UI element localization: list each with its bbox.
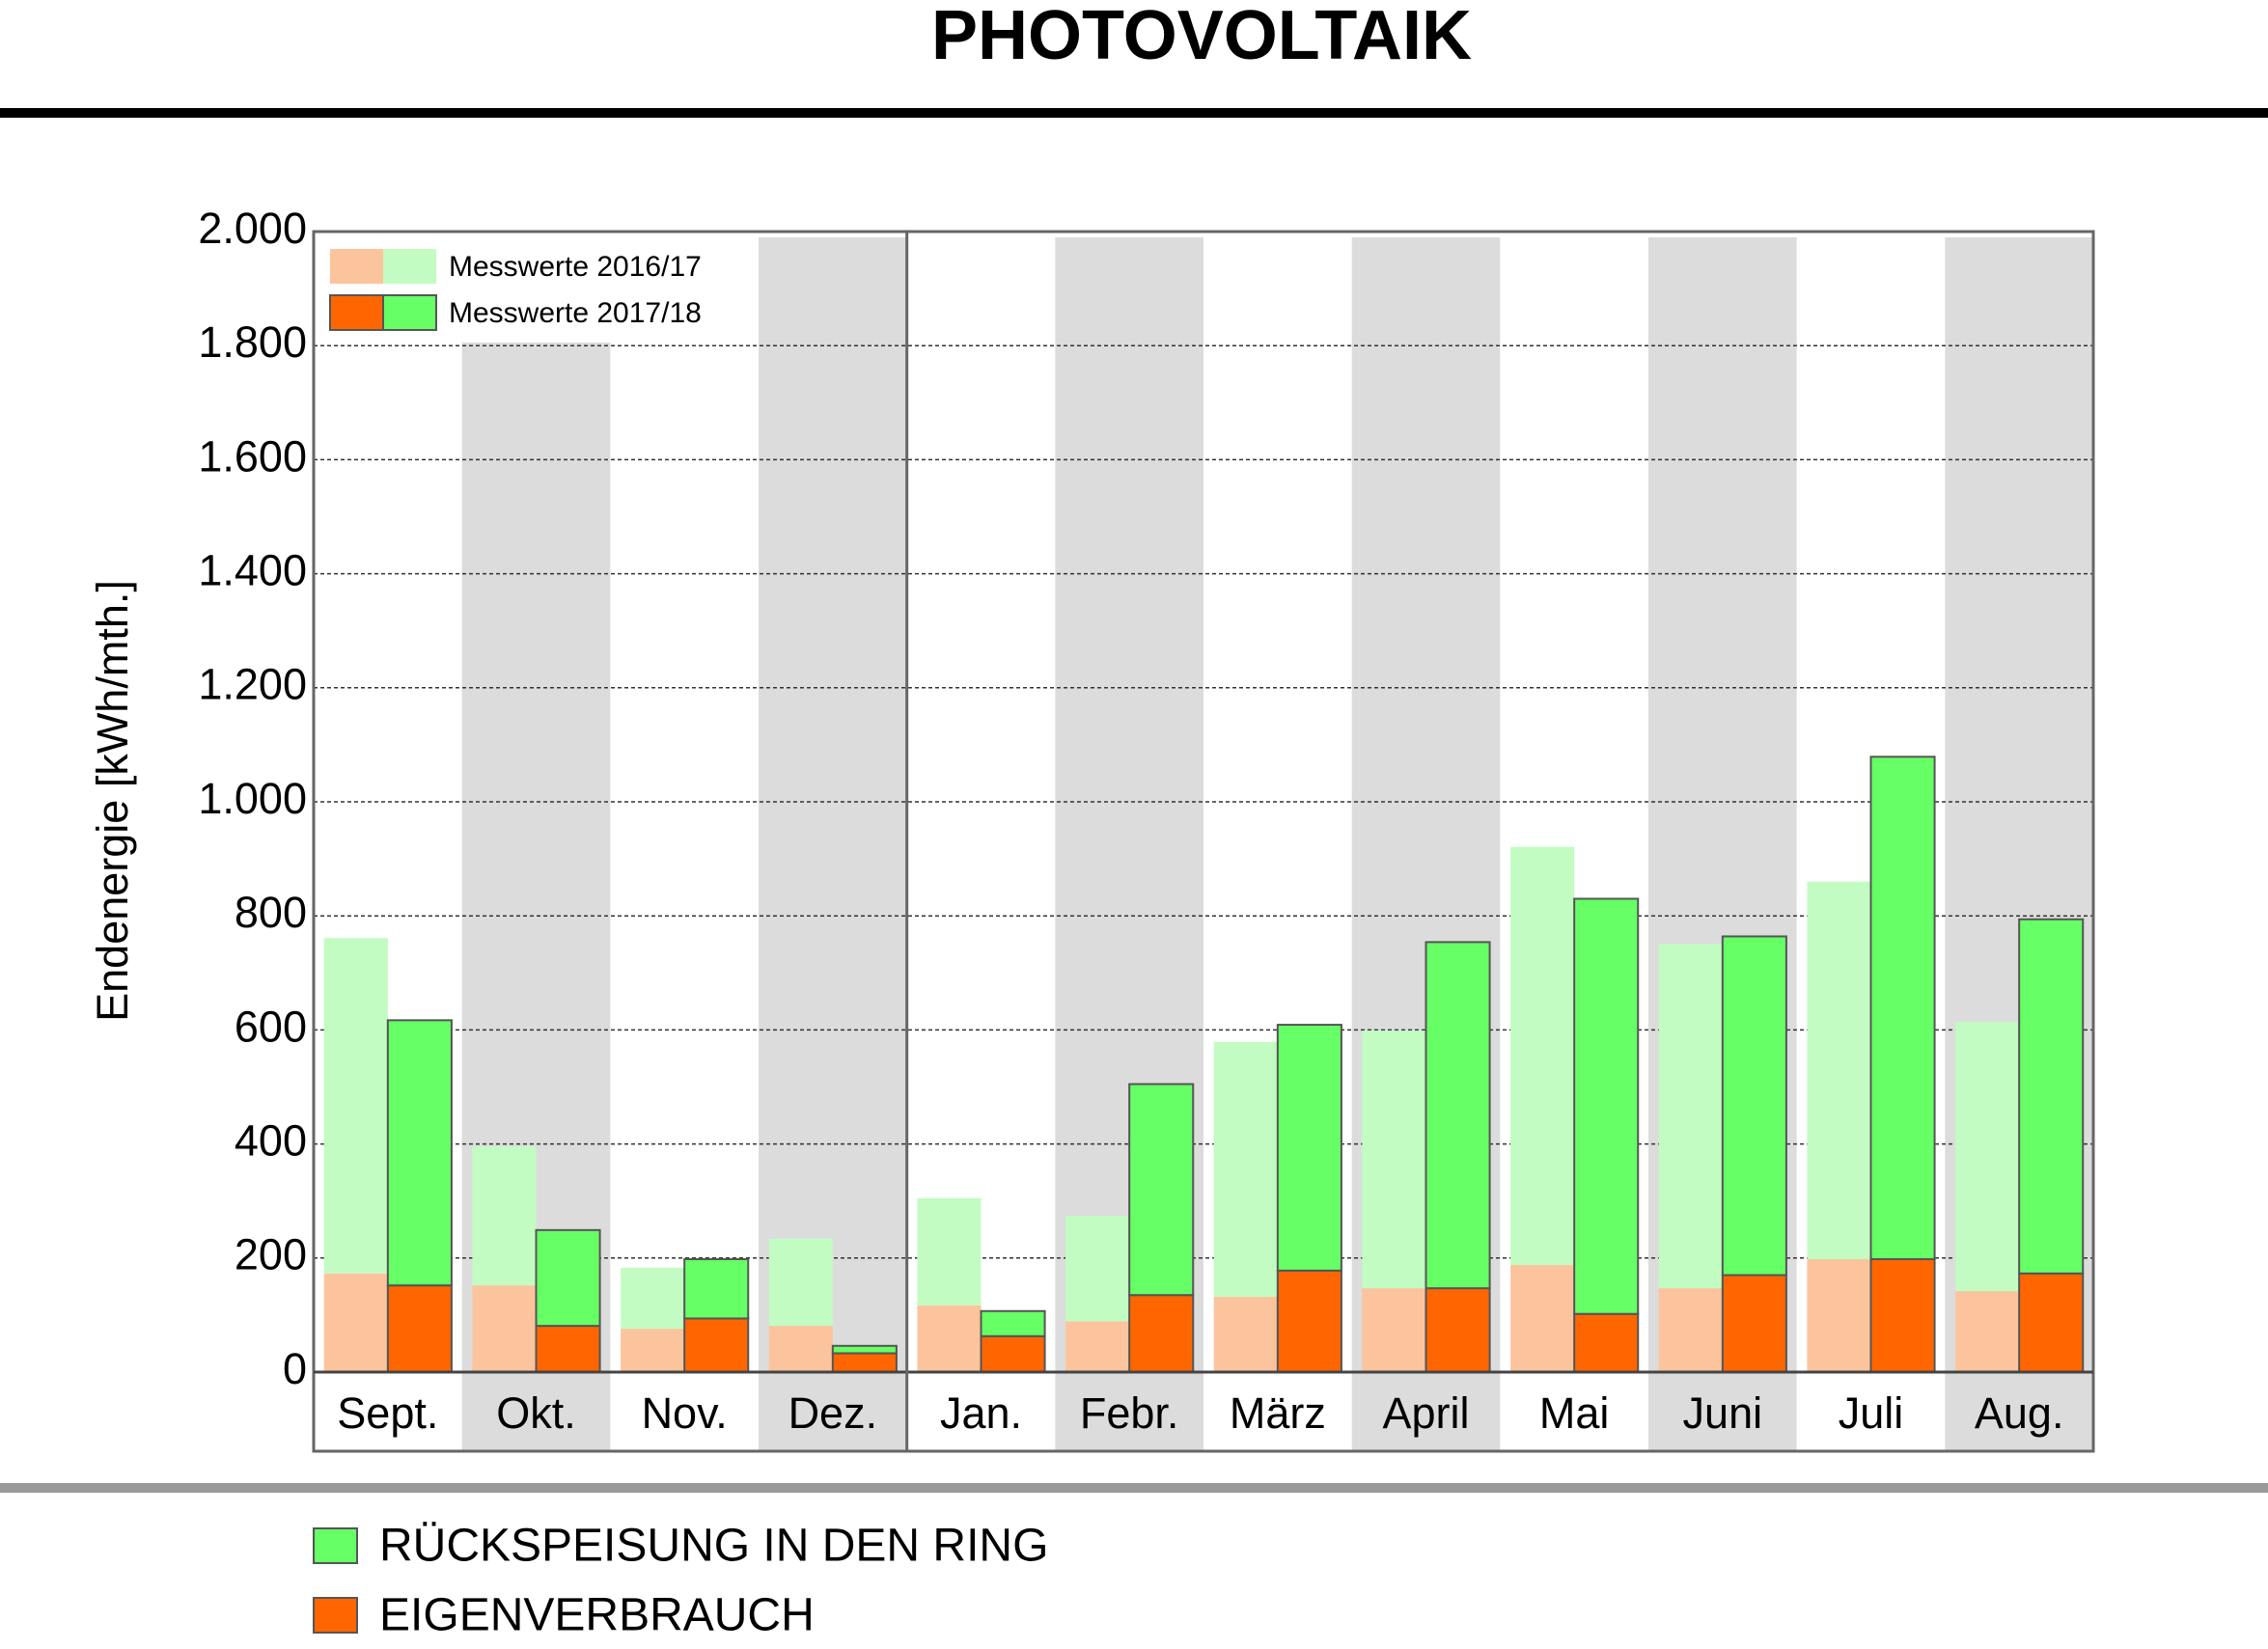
x-tick-label: Sept. [337, 1388, 438, 1438]
y-tick-label: 1.000 [198, 774, 307, 823]
bar-segment [1362, 1288, 1426, 1372]
bar-segment [323, 1273, 388, 1372]
legend-swatch [383, 249, 436, 284]
bar-segment [1276, 1024, 1342, 1272]
bar-segment [1213, 1296, 1278, 1372]
bar-segment [980, 1309, 1046, 1337]
bar-segment [621, 1329, 685, 1372]
footer-rule [0, 1483, 2268, 1493]
x-tick-label: Juni [1683, 1388, 1763, 1438]
bar-segment [1955, 1022, 2020, 1292]
x-tick-label: Jan. [940, 1388, 1022, 1438]
x-tick-label: Mai [1539, 1388, 1610, 1438]
bar-segment [768, 1326, 833, 1372]
bar-segment [1573, 897, 1640, 1315]
x-tick-label: Juli [1839, 1388, 1904, 1438]
bar-segment [2018, 918, 2085, 1275]
bar-segment [535, 1228, 601, 1328]
x-tick-label: April [1382, 1388, 1469, 1438]
bar-segment [917, 1197, 982, 1305]
bar-segment [683, 1257, 750, 1320]
bar-segment [1807, 1258, 1871, 1372]
bar-segment [1065, 1321, 1130, 1372]
y-tick-label: 600 [235, 1002, 307, 1051]
bar-segment [831, 1344, 898, 1355]
bar-segment [1065, 1216, 1130, 1322]
bar-segment [1869, 756, 1936, 1260]
bar-segment [1721, 935, 1787, 1277]
x-tick-label: März [1230, 1388, 1326, 1438]
bar-segment [1869, 1257, 1936, 1374]
legend-label: RÜCKSPEISUNG IN DEN RING [379, 1521, 1048, 1572]
chart-title: PHOTOVOLTAIK [931, 0, 1472, 74]
legend-label: EIGENVERBRAUCH [379, 1590, 815, 1641]
y-tick-label: 2.000 [198, 204, 307, 253]
bar-segment [386, 1284, 453, 1373]
bar-segment [1658, 1288, 1723, 1372]
bar-segment [768, 1238, 833, 1327]
y-tick-label: 200 [235, 1230, 307, 1279]
y-tick-label: 1.600 [198, 431, 307, 481]
y-tick-label: 800 [235, 888, 307, 937]
bar-segment [1213, 1041, 1278, 1297]
plot-frame [312, 230, 2095, 1453]
title-rule [0, 108, 2268, 118]
bar-segment [831, 1352, 898, 1373]
bar-segment [535, 1325, 601, 1374]
legend-swatch [329, 294, 384, 331]
x-tick-label: Okt. [496, 1388, 576, 1438]
bar-segment [1955, 1291, 2020, 1372]
y-axis-label: Endenergie [kWh/mth.] [88, 580, 137, 1022]
bar-segment [472, 1145, 537, 1286]
bar-segment [472, 1285, 537, 1372]
x-tick-label: Nov. [642, 1388, 728, 1438]
bar-segment [1424, 941, 1491, 1290]
bar-segment [323, 938, 388, 1274]
bar-segment [1128, 1083, 1195, 1297]
bar-segment [917, 1305, 982, 1372]
y-tick-label: 1.200 [198, 660, 307, 709]
bar-segment [1128, 1294, 1195, 1373]
bar-segment [386, 1019, 453, 1287]
bar-segment [683, 1317, 750, 1374]
y-tick-label: 1.800 [198, 317, 307, 367]
bar-segment [1424, 1287, 1491, 1374]
bar-segment [980, 1334, 1046, 1373]
legend-label: Messwerte 2016/17 [449, 251, 702, 283]
y-tick-label: 0 [283, 1344, 307, 1393]
x-tick-label: Aug. [1975, 1388, 2064, 1438]
legend-swatch [330, 249, 383, 284]
legend-swatch [313, 1527, 358, 1564]
y-tick-label: 400 [235, 1115, 307, 1165]
bar-segment [1658, 944, 1723, 1289]
bar-segment [1807, 881, 1871, 1259]
y-tick-label: 1.400 [198, 545, 307, 594]
bar-segment [2018, 1272, 2085, 1373]
bar-segment [1721, 1274, 1787, 1374]
bar-segment [621, 1267, 685, 1330]
legend-swatch [313, 1597, 358, 1634]
legend-swatch [382, 294, 437, 331]
legend-label: Messwerte 2017/18 [449, 297, 702, 329]
bar-segment [1573, 1312, 1640, 1374]
bar-segment [1362, 1030, 1426, 1289]
bar-segment [1510, 1264, 1575, 1372]
bar-segment [1510, 846, 1575, 1265]
x-tick-label: Febr. [1080, 1388, 1179, 1438]
bar-segment [1276, 1269, 1342, 1373]
x-tick-label: Dez. [788, 1388, 878, 1438]
